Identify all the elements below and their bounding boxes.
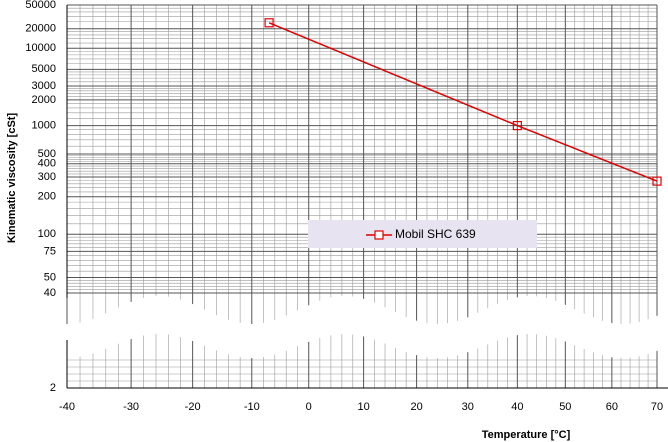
y-tick-label: 75: [44, 245, 56, 257]
y-tick-label: 400: [38, 158, 56, 170]
y-tick-label: 40: [44, 287, 56, 299]
x-tick-label: 60: [606, 401, 618, 413]
y-tick-label: 20000: [25, 23, 56, 35]
y-tick-label: 10000: [25, 42, 56, 54]
x-axis-title: Temperature [°C]: [482, 429, 571, 441]
x-tick-label: 50: [559, 401, 571, 413]
y-tick-label: 1000: [32, 120, 56, 132]
y-tick-label: 300: [38, 171, 56, 183]
y-axis-title: Kinematic viscosity [cSt]: [6, 113, 18, 244]
series-line: [268, 22, 658, 182]
axis-break: [0, 296, 668, 358]
data-point: [264, 18, 274, 28]
data-point: [652, 176, 662, 186]
x-tick-label: 70: [651, 401, 663, 413]
y-tick-label: 100: [38, 228, 56, 240]
data-point: [512, 120, 522, 131]
x-tick-label: -40: [59, 401, 75, 413]
y-tick-label: 200: [38, 191, 56, 203]
y-tick-label: 5000: [32, 63, 56, 75]
y-tick-label: 3000: [32, 80, 56, 92]
y-tick-label: 2: [50, 382, 56, 394]
legend-box: [308, 220, 537, 248]
y-tick-label: 50: [44, 271, 56, 283]
legend-marker: [374, 230, 384, 240]
x-tick-label: 20: [410, 401, 422, 413]
y-tick-label: 500: [38, 148, 56, 160]
y-tick-label: 2000: [32, 94, 56, 106]
x-tick-label: 30: [462, 401, 474, 413]
legend: Mobil SHC 639: [308, 220, 537, 248]
x-tick-label: 40: [511, 401, 523, 413]
foreground: -40 -30 -20 -10 0 10 20 30 40 50 60 70 2 40 50 75 100 200…: [25, 0, 668, 413]
y-tick-label: 50000: [25, 0, 56, 11]
x-tick-label: 0: [306, 401, 312, 413]
x-tick-label: -20: [185, 401, 201, 413]
x-tick-label: -10: [244, 401, 260, 413]
x-tick-label: -30: [123, 401, 139, 413]
legend-label: Mobil SHC 639: [395, 227, 476, 241]
x-tick-label: 10: [357, 401, 369, 413]
